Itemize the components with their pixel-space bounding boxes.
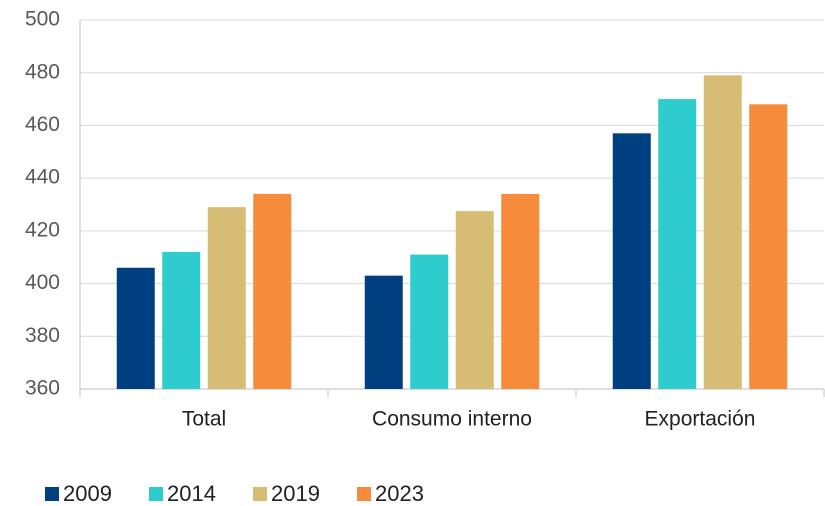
bar <box>364 275 403 389</box>
legend-label: 2009 <box>63 481 112 506</box>
bar <box>658 99 697 390</box>
x-tick-label: Total <box>182 408 226 431</box>
bar <box>253 193 292 389</box>
x-tick-label: Consumo interno <box>372 408 532 431</box>
bar <box>116 267 155 389</box>
bar <box>410 254 449 389</box>
y-tick-label: 380 <box>25 324 60 347</box>
legend-label: 2019 <box>271 481 320 506</box>
bar <box>703 75 742 389</box>
legend-swatch <box>45 487 59 501</box>
legend-swatch <box>149 487 163 501</box>
x-tick-label: Exportación <box>645 408 756 431</box>
y-tick-label: 480 <box>25 60 60 83</box>
bar <box>501 193 540 389</box>
legend-label: 2023 <box>375 481 424 506</box>
y-tick-label: 460 <box>25 113 60 136</box>
y-tick-label: 400 <box>25 271 60 294</box>
y-tick-label: 360 <box>25 377 60 400</box>
bar <box>749 104 788 389</box>
y-tick-label: 420 <box>25 218 60 241</box>
legend-swatch <box>253 487 267 501</box>
bar <box>455 211 494 389</box>
bar <box>207 207 246 389</box>
y-tick-label: 500 <box>25 8 60 31</box>
legend-swatch <box>357 487 371 501</box>
bar <box>162 251 201 389</box>
bar <box>612 133 651 389</box>
y-tick-label: 440 <box>25 166 60 189</box>
legend-label: 2014 <box>167 481 216 506</box>
